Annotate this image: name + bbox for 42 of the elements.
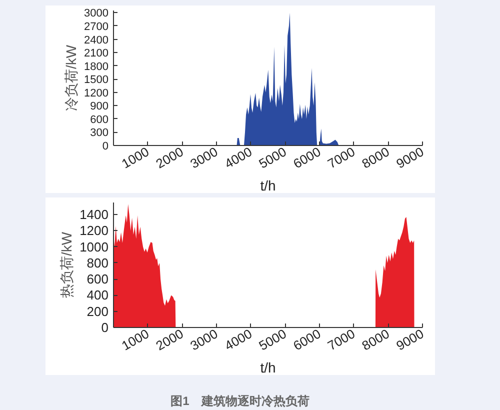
x-tick-label: 6000 <box>290 326 324 354</box>
x-axis-title: t/h <box>260 360 276 376</box>
y-tick-label: 2700 <box>84 20 109 33</box>
x-tick-label: 5000 <box>256 326 289 354</box>
y-tick-label: 900 <box>90 100 109 113</box>
y-tick-label: 2100 <box>84 48 109 60</box>
y-tick-label: 1500 <box>84 74 109 86</box>
y-tick-label: 1200 <box>80 223 108 238</box>
y-axis-title: 热负荷/kW <box>58 231 75 298</box>
y-tick-label: 3000 <box>84 8 109 20</box>
x-tick-label: 8000 <box>359 326 392 354</box>
y-tick-label: 1200 <box>84 87 109 100</box>
x-tick-label: 4000 <box>222 326 255 354</box>
x-axis-title: t/h <box>260 178 276 194</box>
x-tick-label: 8000 <box>359 144 392 172</box>
y-tick-label: 1000 <box>80 239 108 254</box>
y-tick-label: 0 <box>102 140 109 152</box>
x-tick-label: 2000 <box>153 326 186 354</box>
y-tick-label: 0 <box>101 320 109 335</box>
y-tick-label: 600 <box>86 272 109 287</box>
x-tick-label: 6000 <box>290 144 324 172</box>
x-tick-label: 3000 <box>188 144 220 172</box>
x-tick-label: 3000 <box>188 326 220 354</box>
caption: 图1 建筑物逐时冷热负荷 <box>170 392 310 410</box>
x-tick-label: 1000 <box>119 144 152 172</box>
y-tick-label: 300 <box>90 127 109 140</box>
y-tick-label: 400 <box>86 288 109 303</box>
x-tick-label: 1000 <box>119 326 152 354</box>
y-tick-label: 600 <box>90 114 109 126</box>
y-tick-label: 1800 <box>84 60 109 73</box>
y-axis-title: 冷负荷/kW <box>63 44 80 112</box>
y-tick-label: 200 <box>86 304 109 319</box>
x-tick-label: 4000 <box>222 144 255 172</box>
x-tick-label: 2000 <box>153 144 186 172</box>
x-tick-label: 9000 <box>394 326 426 354</box>
x-tick-label: 7000 <box>325 144 358 172</box>
x-tick-label: 7000 <box>325 326 358 354</box>
y-tick-label: 800 <box>86 255 109 270</box>
x-tick-label: 9000 <box>394 144 426 172</box>
y-tick-label: 2400 <box>84 34 109 46</box>
y-tick-label: 1400 <box>80 207 108 222</box>
x-tick-label: 5000 <box>256 144 289 172</box>
